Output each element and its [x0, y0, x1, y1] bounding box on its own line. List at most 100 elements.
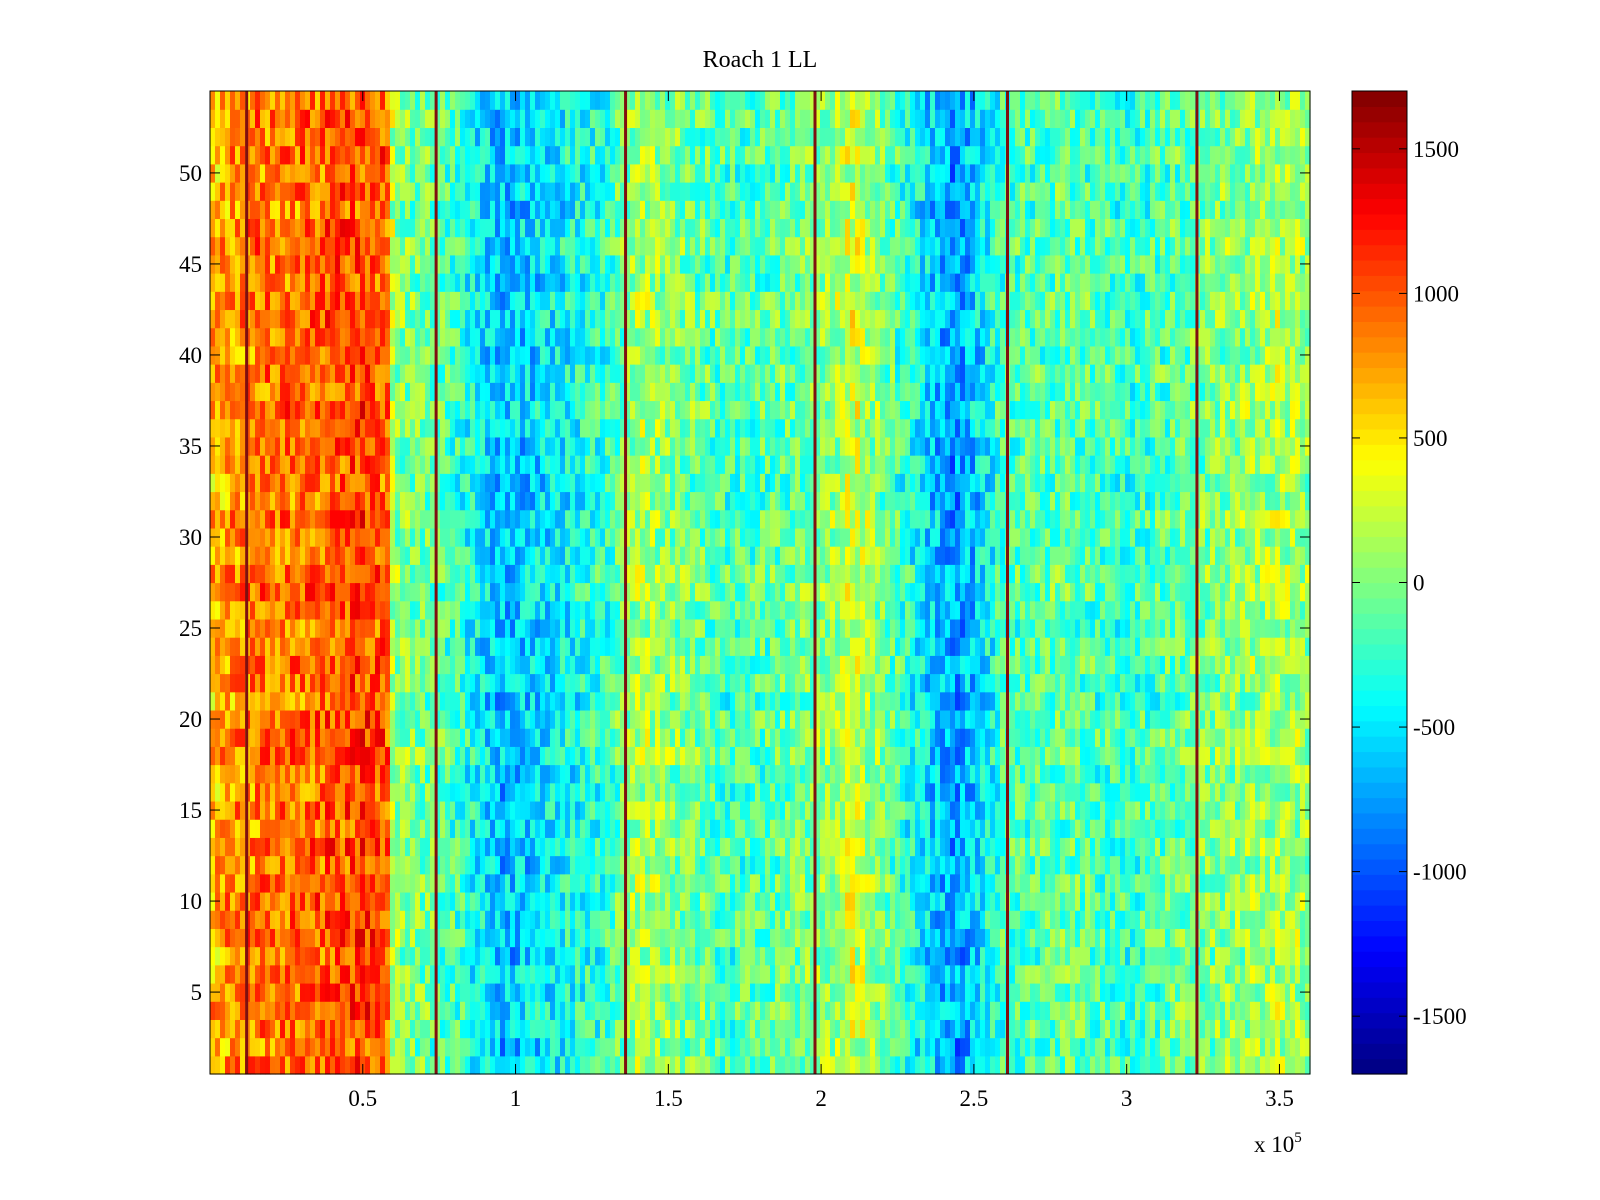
heatmap-cell — [385, 910, 391, 929]
heatmap-cell — [435, 873, 441, 893]
heatmap-cell — [325, 928, 331, 948]
heatmap-cell — [430, 837, 436, 857]
heatmap-cell — [460, 873, 466, 893]
heatmap-cell — [450, 218, 456, 238]
heatmap-cell — [445, 91, 451, 110]
heatmap-cell — [580, 782, 586, 802]
heatmap-cell — [325, 1055, 331, 1075]
heatmap-cell — [570, 982, 576, 1002]
heatmap-cell — [305, 564, 311, 584]
heatmap-cell — [645, 400, 651, 420]
heatmap-cell — [465, 564, 471, 584]
heatmap-cell — [545, 127, 551, 147]
heatmap-cell — [655, 309, 661, 329]
heatmap-cell — [270, 218, 276, 238]
heatmap-cell — [665, 655, 671, 675]
heatmap-cell — [345, 655, 351, 675]
heatmap-cell — [445, 127, 451, 147]
heatmap-cell — [370, 637, 376, 656]
heatmap-cell — [545, 1001, 551, 1020]
heatmap-cell — [385, 837, 391, 857]
heatmap-cell — [255, 873, 261, 893]
heatmap-cell — [505, 637, 511, 656]
heatmap-cell — [390, 855, 396, 875]
heatmap-cell — [325, 800, 331, 820]
heatmap-cell — [425, 564, 431, 584]
heatmap-cell — [315, 291, 321, 311]
heatmap-cell — [455, 91, 461, 110]
heatmap-cell — [630, 673, 636, 693]
heatmap-cell — [555, 1055, 561, 1075]
heatmap-cell — [360, 491, 366, 511]
heatmap-cell — [315, 564, 321, 584]
heatmap-cell — [235, 910, 241, 929]
heatmap-cell — [285, 928, 291, 948]
heatmap-cell — [330, 182, 336, 201]
heatmap-cell — [275, 145, 281, 165]
heatmap-cell — [460, 109, 466, 128]
heatmap-cell — [530, 709, 536, 729]
heatmap-cell — [670, 1019, 676, 1039]
heatmap-cell — [585, 855, 591, 875]
heatmap-cell — [320, 546, 326, 565]
heatmap-cell — [260, 163, 266, 183]
heatmap-cell — [270, 145, 276, 165]
heatmap-cell — [500, 1037, 506, 1057]
heatmap-cell — [545, 546, 551, 565]
heatmap-cell — [550, 891, 556, 911]
heatmap-cell — [495, 782, 501, 802]
heatmap-cell — [630, 254, 636, 274]
heatmap-cell — [240, 327, 246, 347]
heatmap-cell — [315, 527, 321, 547]
heatmap-cell — [290, 618, 296, 638]
heatmap-cell — [295, 728, 301, 747]
heatmap-cell — [600, 728, 606, 747]
heatmap-cell — [550, 819, 556, 838]
heatmap-cell — [430, 691, 436, 711]
heatmap-cell — [220, 309, 226, 329]
heatmap-cell — [660, 546, 666, 565]
heatmap-cell — [480, 982, 486, 1002]
heatmap-cell — [465, 837, 471, 857]
heatmap-cell — [355, 400, 361, 420]
heatmap-cell — [600, 400, 606, 420]
heatmap-cell — [325, 382, 331, 402]
heatmap-cell — [425, 273, 431, 292]
heatmap-cell — [600, 109, 606, 128]
heatmap-cell — [665, 345, 671, 365]
heatmap-cell — [360, 273, 366, 292]
heatmap-cell — [240, 637, 246, 656]
heatmap-cell — [455, 491, 461, 511]
heatmap-cell — [525, 819, 531, 838]
heatmap-cell — [630, 746, 636, 766]
heatmap-cell — [650, 964, 656, 984]
heatmap-cell — [630, 582, 636, 602]
heatmap-cell — [625, 582, 631, 602]
heatmap-cell — [520, 145, 526, 165]
heatmap-cell — [220, 527, 226, 547]
heatmap-cell — [410, 564, 416, 584]
heatmap-cell — [560, 527, 566, 547]
heatmap-cell — [375, 455, 381, 474]
heatmap-cell — [340, 327, 346, 347]
heatmap-cell — [455, 473, 461, 493]
heatmap-cell — [470, 891, 476, 911]
heatmap-cell — [395, 455, 401, 474]
heatmap-cell — [350, 182, 356, 201]
heatmap-cell — [285, 491, 291, 511]
heatmap-cell — [250, 691, 256, 711]
heatmap-cell — [520, 764, 526, 784]
heatmap-cell — [280, 1055, 286, 1075]
heatmap-cell — [435, 728, 441, 747]
heatmap-cell — [560, 691, 566, 711]
heatmap-cell — [355, 618, 361, 638]
heatmap-cell — [270, 527, 276, 547]
heatmap-cell — [350, 364, 356, 383]
heatmap-cell — [555, 364, 561, 383]
heatmap-cell — [360, 600, 366, 620]
heatmap-cell — [550, 218, 556, 238]
heatmap-cell — [450, 455, 456, 474]
heatmap-cell — [495, 91, 501, 110]
heatmap-cell — [660, 728, 666, 747]
heatmap-cell — [480, 637, 486, 656]
